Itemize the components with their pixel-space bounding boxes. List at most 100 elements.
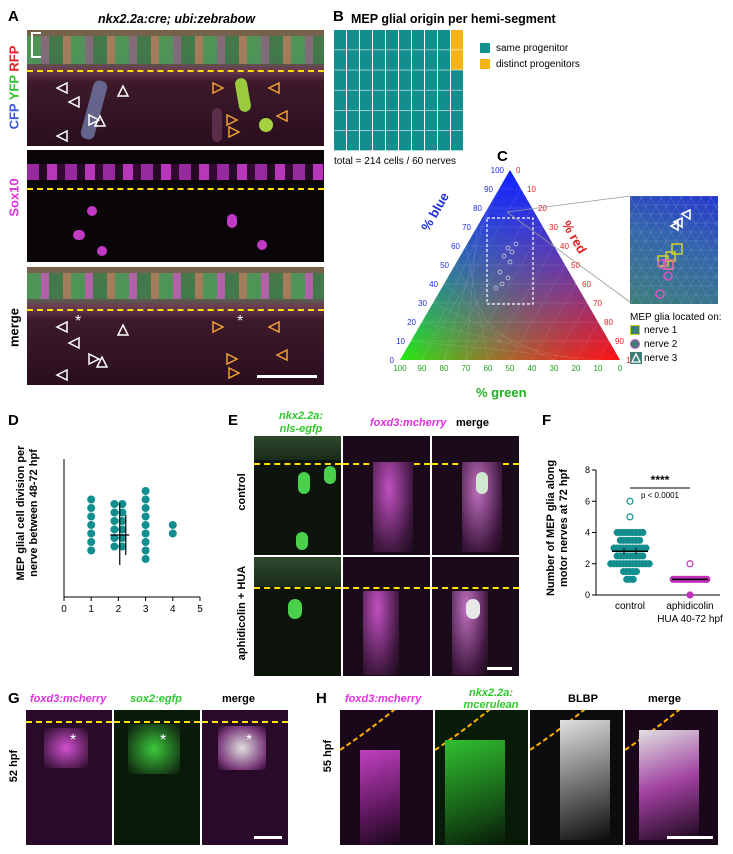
legend-item-nerve-3: nerve 3 — [630, 351, 722, 365]
panel-e-control-merge — [432, 436, 519, 555]
waffle-cell — [373, 110, 385, 131]
grid-line — [410, 340, 599, 361]
legend-label: nerve 2 — [644, 338, 678, 350]
data-point — [118, 517, 127, 525]
data-point-control — [639, 552, 647, 560]
waffle-cell — [438, 50, 450, 70]
waffle-cell — [360, 30, 372, 50]
data-point-control — [632, 567, 641, 576]
panel-e-letter: E — [228, 412, 239, 429]
tick-blue: 40 — [429, 280, 438, 289]
waffle-cell — [373, 90, 385, 111]
waffle-cell — [334, 90, 346, 111]
data-marker — [499, 281, 505, 287]
tick-blue: 60 — [451, 242, 460, 251]
panel-e-col3-label: merge — [456, 417, 490, 429]
panel-b-footer: total = 214 cells / 60 nerves — [334, 156, 457, 167]
panel-g-row-label: 52 hpf — [8, 749, 20, 783]
grid-line — [443, 207, 533, 361]
data-point — [118, 508, 127, 517]
waffle-cell — [347, 130, 359, 151]
x-category-label: control — [615, 601, 645, 612]
waffle-cell — [412, 110, 424, 131]
legend-label: same progenitor — [496, 42, 569, 54]
x-tick-label: 1 — [88, 604, 94, 615]
scale-bar — [254, 836, 282, 839]
legend-item-same: same progenitor — [480, 40, 580, 56]
axis-green-label: % green — [476, 385, 527, 400]
ternary-blue-gradient — [400, 170, 620, 360]
grid-line — [443, 283, 533, 361]
x-tick-label: 4 — [170, 604, 176, 615]
panel-h-col3-label: BLBP — [568, 693, 598, 705]
tick-red: 50 — [571, 261, 580, 270]
waffle-cell — [451, 70, 463, 90]
panel-b-legend: same progenitor distinct progenitors — [480, 40, 580, 72]
data-point — [87, 512, 96, 521]
panel-a-merge-arrowheads — [55, 320, 288, 382]
data-point — [87, 546, 96, 555]
panel-d-ylabel: MEP glial cell division per nerve betwee… — [15, 445, 40, 581]
panel-h-merge — [625, 710, 718, 845]
significance-stars: **** — [651, 473, 670, 487]
waffle-cell — [425, 110, 437, 131]
waffle-cell — [438, 30, 450, 50]
data-point — [141, 504, 150, 512]
legend-item-nerve-1: nerve 1 — [630, 323, 722, 337]
panel-a-asterisk-2: * — [237, 313, 244, 330]
waffle-cell — [412, 130, 424, 151]
zoom-box — [486, 217, 534, 305]
panel-d-chart: 0 1 2 3 4 5 — [61, 459, 203, 615]
waffle-cell — [347, 70, 359, 90]
panel-a-arrowheads — [55, 81, 288, 143]
waffle-cell — [386, 130, 398, 151]
panel-a-sox10-label: Sox10 — [6, 178, 22, 217]
panel-e-col1-label: nkx2.2a: nls-egfp — [278, 410, 324, 435]
waffle-cell — [399, 70, 411, 90]
panel-a-merge-label: merge — [6, 307, 22, 348]
data-point — [141, 529, 150, 538]
grid-line — [421, 321, 577, 361]
tick-green: 10 — [594, 364, 603, 373]
waffle-cell — [425, 90, 437, 111]
panel-a-channel-label: CFP YFP RFP — [6, 45, 22, 130]
waffle-cell — [334, 30, 346, 50]
panel-h-blbp — [530, 710, 623, 845]
data-point-control — [626, 497, 634, 505]
grid-line — [454, 264, 511, 361]
panel-e-control-mcherry — [343, 436, 430, 555]
data-point — [141, 512, 150, 521]
grid-line — [487, 245, 555, 361]
panel-a-zebrabow-image — [27, 30, 324, 146]
asterisk: * — [70, 732, 77, 749]
x-category-label: aphidicolin — [666, 601, 713, 612]
inset-connector-lines — [506, 195, 631, 303]
tick-blue: 70 — [462, 223, 471, 232]
waffle-cell — [412, 50, 424, 70]
tick-red: 60 — [582, 280, 591, 289]
y-tick-label: 4 — [585, 528, 590, 538]
data-point — [141, 546, 150, 555]
waffle-cell — [451, 90, 463, 111]
waffle-cell — [360, 90, 372, 111]
data-point — [110, 534, 119, 542]
panel-e-aph-mcherry — [343, 557, 430, 676]
legend-label: distinct progenitors — [496, 58, 580, 70]
tick-green: 80 — [440, 364, 449, 373]
data-marker — [497, 269, 503, 275]
grid-line — [575, 321, 599, 361]
data-point — [168, 521, 177, 529]
panel-a-letter: A — [8, 8, 19, 25]
data-point — [141, 495, 150, 504]
waffle-cell — [399, 90, 411, 111]
tick-green: 30 — [550, 364, 559, 373]
waffle-cell — [451, 130, 463, 151]
data-marker — [493, 285, 499, 291]
panel-a-title: nkx2.2a:cre; ubi:zebrabow — [98, 12, 255, 26]
panel-g-merge: * — [202, 710, 288, 845]
grid-line — [509, 264, 566, 361]
tick-green: 90 — [418, 364, 427, 373]
panel-h-row-label: 55 hpf — [322, 739, 334, 773]
waffle-cell — [438, 90, 450, 111]
